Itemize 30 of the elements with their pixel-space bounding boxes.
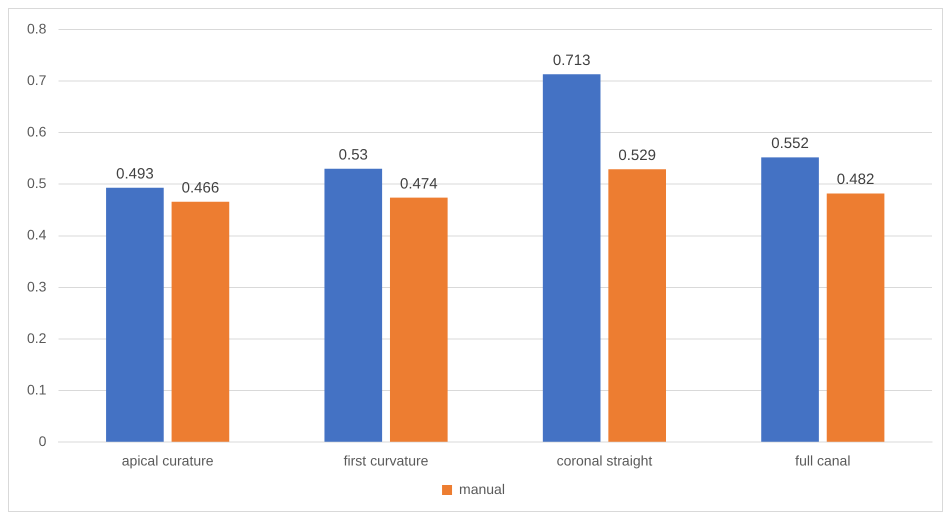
legend-label: manual <box>459 480 505 497</box>
bar <box>390 198 448 442</box>
y-tick-label: 0.4 <box>26 226 47 243</box>
data-label: 0.552 <box>771 135 809 152</box>
x-tick-label: coronal straight <box>556 452 652 468</box>
x-tick-label: apical curature <box>122 452 214 468</box>
data-label: 0.466 <box>182 179 220 196</box>
bar <box>761 157 819 442</box>
y-tick-label: 0.8 <box>26 20 47 36</box>
bar <box>608 169 666 442</box>
data-label: 0.493 <box>116 165 154 182</box>
y-tick-label: 0 <box>38 433 47 450</box>
bar <box>172 202 230 442</box>
bar <box>826 193 884 442</box>
bar <box>542 74 600 442</box>
y-tick-label: 0.1 <box>26 381 47 398</box>
data-label: 0.529 <box>618 146 656 164</box>
bar <box>324 168 382 442</box>
y-tick-label: 0.6 <box>26 123 47 140</box>
y-tick-label: 0.2 <box>26 330 47 346</box>
data-label: 0.474 <box>400 175 438 192</box>
data-label: 0.482 <box>836 171 874 188</box>
x-tick-label: first curvature <box>344 452 429 468</box>
bar <box>106 188 164 442</box>
y-tick-label: 0.5 <box>26 175 47 192</box>
y-tick-label: 0.3 <box>26 278 47 294</box>
y-tick-label: 0.7 <box>26 72 47 88</box>
x-tick-label: full canal <box>795 452 850 468</box>
data-label: 0.713 <box>552 52 590 69</box>
data-label: 0.53 <box>338 146 368 164</box>
